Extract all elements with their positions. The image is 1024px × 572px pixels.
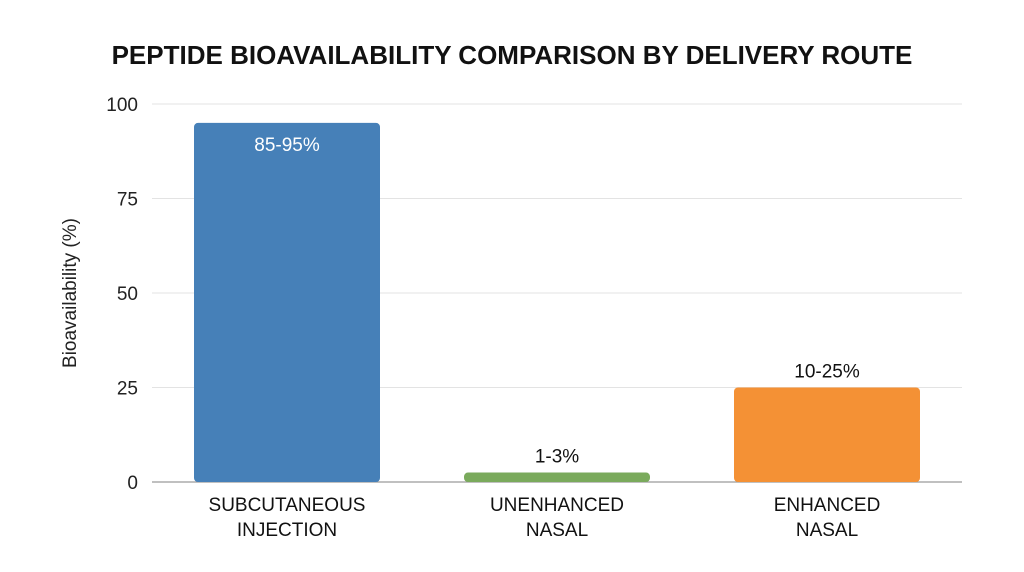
bars	[194, 122, 920, 483]
y-axis-label: Bioavailability (%)	[60, 218, 81, 368]
y-tick-label: 50	[117, 284, 138, 305]
data-label: 85-95%	[254, 135, 320, 156]
chart-title: PEPTIDE BIOAVAILABILITY COMPARISON BY DE…	[112, 40, 913, 70]
x-axis-categories: SUBCUTANEOUS INJECTION UNENHANCED NASAL ENHA…	[209, 495, 881, 541]
x-category-label: NASAL	[526, 520, 588, 541]
data-labels: 85-95% 1-3% 10-25%	[254, 135, 860, 468]
x-category-label: INJECTION	[237, 520, 337, 541]
bar	[194, 122, 380, 483]
y-tick-label: 25	[117, 379, 138, 400]
data-label: 1-3%	[535, 447, 579, 468]
bar	[734, 387, 920, 482]
y-tick-label: 0	[127, 473, 138, 494]
y-tick-label: 100	[106, 95, 138, 116]
data-label: 10-25%	[794, 362, 860, 383]
y-axis-ticks: 0 25 50 75 100	[106, 95, 138, 494]
x-category-label: SUBCUTANEOUS	[209, 495, 366, 516]
x-category-label: NASAL	[796, 520, 858, 541]
x-category-label: ENHANCED	[774, 495, 881, 516]
x-category-label: UNENHANCED	[490, 495, 624, 516]
bar	[464, 472, 650, 482]
y-tick-label: 75	[117, 190, 138, 211]
